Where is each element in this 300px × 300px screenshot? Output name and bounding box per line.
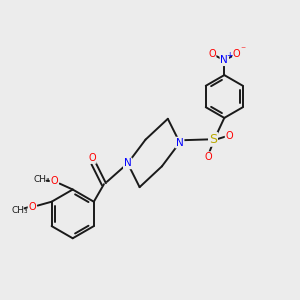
Text: O: O xyxy=(88,153,96,163)
Text: O: O xyxy=(233,49,241,59)
Text: N: N xyxy=(220,55,228,65)
Text: +: + xyxy=(226,51,232,60)
Text: O: O xyxy=(208,49,216,59)
Text: O: O xyxy=(205,152,212,162)
Text: ⁻: ⁻ xyxy=(241,45,246,55)
Text: N: N xyxy=(124,158,132,168)
Text: O: O xyxy=(50,176,58,186)
Text: O: O xyxy=(28,202,36,212)
Text: CH₃: CH₃ xyxy=(34,175,50,184)
Text: O: O xyxy=(226,131,233,141)
Text: N: N xyxy=(176,138,184,148)
Text: S: S xyxy=(209,133,217,146)
Text: CH₃: CH₃ xyxy=(11,206,28,214)
